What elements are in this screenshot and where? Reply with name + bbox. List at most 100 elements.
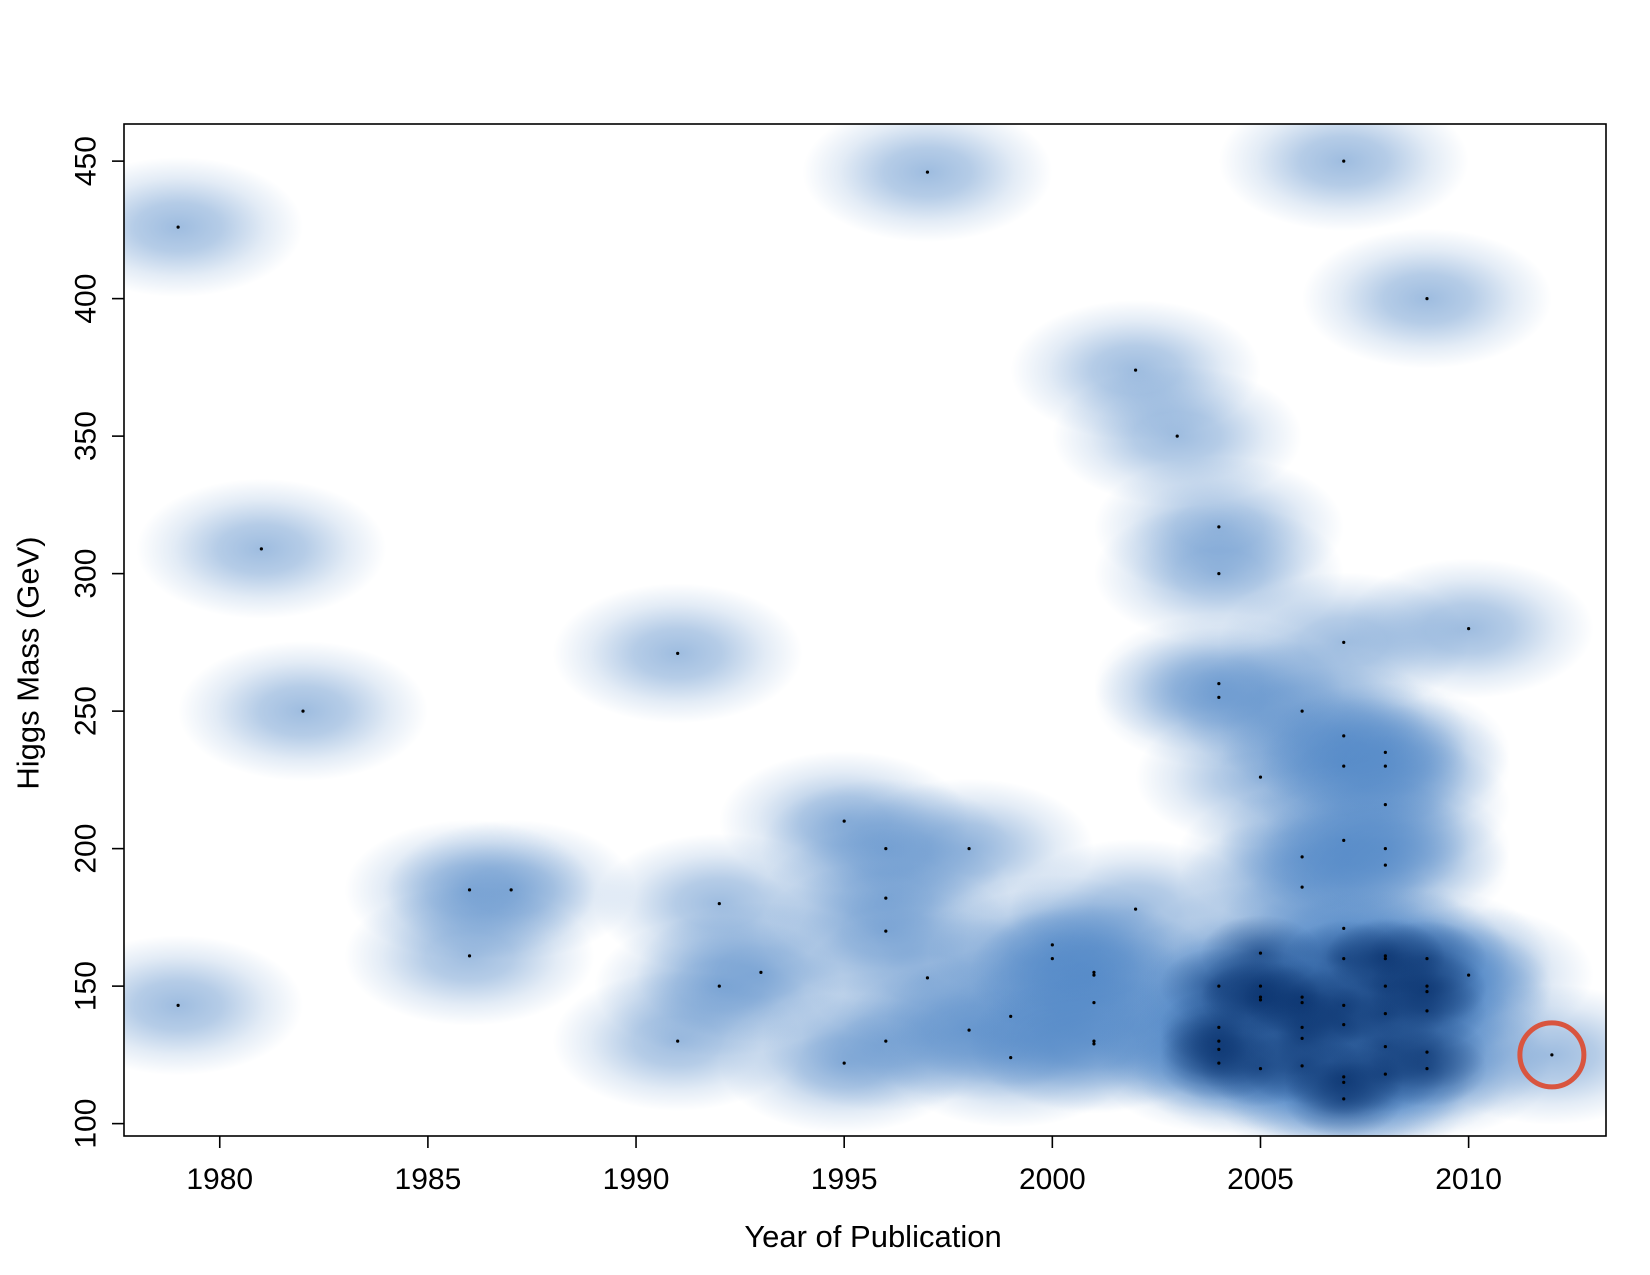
data-point — [1050, 957, 1054, 961]
data-point — [1342, 640, 1346, 644]
x-tick-label: 1980 — [186, 1163, 253, 1196]
x-axis-title: Year of Publication — [744, 1219, 1001, 1254]
data-point — [1050, 943, 1054, 947]
data-point — [884, 929, 888, 933]
data-point — [842, 1061, 846, 1065]
data-point — [301, 709, 305, 713]
data-point — [1383, 847, 1387, 851]
data-point — [1092, 1039, 1096, 1043]
data-point — [1175, 434, 1179, 438]
plot-frame — [123, 123, 1607, 1137]
density-blob — [802, 124, 1053, 243]
x-tick-label: 1990 — [603, 1163, 670, 1196]
data-point — [1300, 1001, 1304, 1005]
data-point — [259, 547, 263, 551]
data-point — [1300, 885, 1304, 889]
data-point — [1425, 297, 1429, 301]
data-point — [1342, 1003, 1346, 1007]
data-point — [1342, 764, 1346, 768]
data-point — [884, 896, 888, 900]
data-point — [1425, 1009, 1429, 1013]
density-blob — [124, 935, 304, 1076]
x-tick-label: 2005 — [1227, 1163, 1294, 1196]
data-point — [1092, 970, 1096, 974]
data-point — [884, 1039, 888, 1043]
points-layer — [176, 159, 1554, 1101]
data-point — [1300, 1064, 1304, 1068]
data-point — [1300, 1036, 1304, 1040]
data-point — [717, 984, 721, 988]
data-point — [1258, 984, 1263, 988]
data-point — [1217, 1039, 1221, 1043]
data-point — [884, 847, 888, 851]
data-point — [1425, 957, 1429, 961]
data-point — [509, 888, 513, 892]
data-point — [842, 819, 846, 823]
data-point — [1258, 998, 1263, 1002]
data-point — [467, 954, 472, 958]
data-point — [967, 1028, 971, 1032]
data-point — [1425, 1067, 1429, 1071]
y-axis: 100 150 200 250 300 350 400 450 — [70, 136, 124, 1149]
y-axis-title: Higgs Mass (GeV) — [11, 536, 46, 789]
y-tick-label: 450 — [70, 136, 103, 186]
data-point — [1300, 855, 1304, 859]
density-blob — [124, 157, 304, 298]
data-point — [1383, 1045, 1387, 1049]
data-point — [1342, 1075, 1346, 1079]
data-point — [1383, 957, 1387, 961]
data-point — [1217, 1061, 1221, 1065]
data-point — [1425, 990, 1429, 994]
data-point — [1342, 926, 1346, 930]
y-tick-label: 300 — [70, 549, 103, 599]
data-point — [676, 1039, 680, 1043]
data-point — [1258, 1067, 1263, 1071]
data-point — [1550, 1053, 1554, 1057]
x-tick-label: 1985 — [395, 1163, 462, 1196]
x-tick-label: 2000 — [1019, 1163, 1086, 1196]
data-point — [1258, 951, 1263, 955]
data-point — [1342, 1097, 1346, 1101]
data-point — [1217, 1025, 1221, 1029]
data-point — [676, 651, 680, 655]
data-point — [1342, 957, 1346, 961]
data-point — [967, 847, 971, 851]
data-point — [1342, 734, 1346, 738]
data-point — [1300, 709, 1304, 713]
data-point — [1258, 995, 1263, 999]
y-tick-label: 350 — [70, 411, 103, 461]
data-point — [1300, 1025, 1304, 1029]
data-point — [1133, 368, 1138, 372]
data-point — [1300, 995, 1304, 999]
x-tick-label: 1995 — [811, 1163, 878, 1196]
density-layer — [124, 124, 1606, 1136]
y-tick-label: 100 — [70, 1099, 103, 1149]
data-point — [1467, 973, 1471, 977]
data-point — [1383, 984, 1387, 988]
data-point — [1009, 1014, 1013, 1018]
x-axis: 1980 1985 1990 1995 2000 2005 2010 — [186, 1136, 1502, 1196]
data-point — [1383, 863, 1387, 867]
data-point — [1009, 1056, 1013, 1060]
x-tick-label: 2010 — [1435, 1163, 1502, 1196]
data-point — [1383, 803, 1387, 807]
density-blob — [1218, 124, 1469, 232]
data-point — [1092, 973, 1096, 977]
data-point — [1383, 1072, 1387, 1076]
data-point — [1342, 159, 1346, 163]
data-point — [176, 1003, 180, 1007]
data-point — [1467, 627, 1471, 631]
data-point — [1092, 1001, 1096, 1005]
data-point — [467, 888, 472, 892]
data-point — [925, 976, 930, 980]
data-point — [1383, 954, 1387, 958]
data-point — [1342, 1023, 1346, 1027]
y-tick-label: 200 — [70, 824, 103, 874]
data-point — [1383, 764, 1387, 768]
data-point — [1133, 907, 1138, 911]
data-point — [1383, 750, 1387, 754]
data-point — [1217, 572, 1221, 576]
data-point — [1425, 984, 1429, 988]
y-tick-label: 150 — [70, 961, 103, 1011]
